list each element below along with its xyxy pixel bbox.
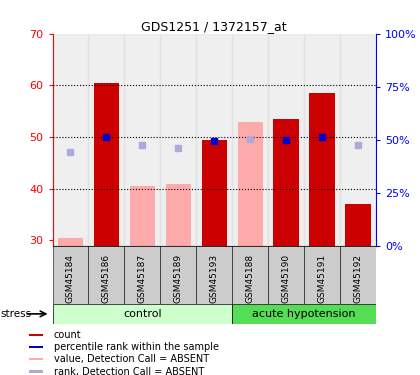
Bar bbox=[202, 140, 227, 246]
Bar bbox=[196, 34, 232, 246]
Title: GDS1251 / 1372157_at: GDS1251 / 1372157_at bbox=[142, 20, 287, 33]
Bar bbox=[29, 346, 43, 348]
Text: GSM45192: GSM45192 bbox=[354, 254, 362, 303]
Text: value, Detection Call = ABSENT: value, Detection Call = ABSENT bbox=[54, 354, 209, 364]
Bar bbox=[304, 246, 340, 304]
Bar bbox=[340, 34, 376, 246]
Text: GSM45193: GSM45193 bbox=[210, 254, 219, 303]
Bar bbox=[238, 122, 263, 246]
Text: GSM45191: GSM45191 bbox=[318, 254, 326, 303]
Bar bbox=[29, 358, 43, 360]
Bar bbox=[124, 34, 160, 246]
Bar bbox=[89, 246, 124, 304]
Bar bbox=[52, 246, 89, 304]
Bar bbox=[340, 246, 376, 304]
Bar bbox=[304, 34, 340, 246]
Text: GSM45190: GSM45190 bbox=[281, 254, 291, 303]
Text: GSM45187: GSM45187 bbox=[138, 254, 147, 303]
Bar bbox=[29, 370, 43, 373]
Text: GSM45189: GSM45189 bbox=[174, 254, 183, 303]
Bar bbox=[345, 204, 370, 246]
Bar bbox=[268, 34, 304, 246]
Bar bbox=[52, 34, 89, 246]
Bar bbox=[268, 246, 304, 304]
Text: rank, Detection Call = ABSENT: rank, Detection Call = ABSENT bbox=[54, 367, 204, 375]
Text: acute hypotension: acute hypotension bbox=[252, 309, 356, 319]
Bar bbox=[52, 304, 232, 324]
Text: control: control bbox=[123, 309, 162, 319]
Bar bbox=[232, 34, 268, 246]
Text: percentile rank within the sample: percentile rank within the sample bbox=[54, 342, 219, 352]
Text: count: count bbox=[54, 330, 81, 340]
Bar bbox=[273, 119, 299, 246]
Bar bbox=[124, 246, 160, 304]
Text: stress: stress bbox=[1, 309, 32, 319]
Bar bbox=[89, 34, 124, 246]
Text: GSM45186: GSM45186 bbox=[102, 254, 111, 303]
Bar bbox=[29, 334, 43, 336]
Text: GSM45184: GSM45184 bbox=[66, 254, 75, 303]
Bar bbox=[94, 83, 119, 246]
Bar bbox=[160, 34, 196, 246]
Bar bbox=[232, 304, 376, 324]
Bar bbox=[160, 246, 196, 304]
Bar bbox=[196, 246, 232, 304]
Bar bbox=[58, 238, 83, 246]
Bar bbox=[130, 186, 155, 246]
Bar bbox=[165, 184, 191, 246]
Bar bbox=[232, 246, 268, 304]
Bar bbox=[310, 93, 335, 246]
Text: GSM45188: GSM45188 bbox=[246, 254, 255, 303]
